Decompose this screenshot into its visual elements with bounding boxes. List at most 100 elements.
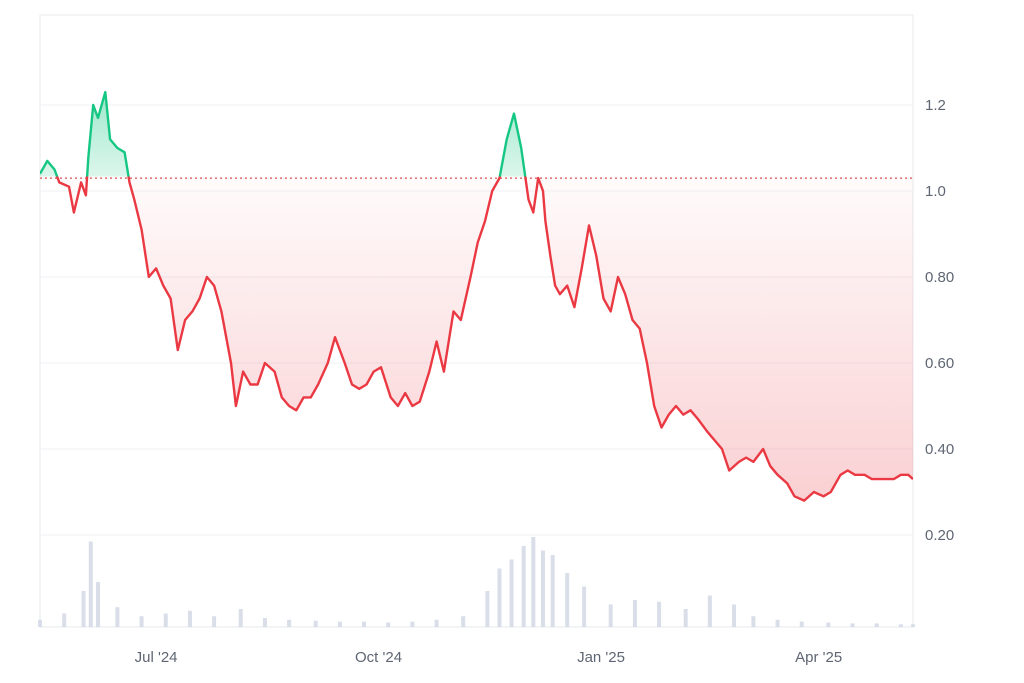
price-point	[588, 224, 590, 226]
price-point	[566, 284, 568, 286]
price-point	[697, 418, 699, 420]
volume-bar	[541, 550, 546, 627]
x-tick-label: Oct '24	[355, 649, 402, 666]
volume-bar	[461, 616, 466, 627]
volume-bar	[497, 568, 502, 627]
volume-bar	[238, 609, 243, 627]
price-point	[235, 405, 237, 407]
price-point	[358, 388, 360, 390]
volume-bar	[898, 624, 903, 627]
y-axis: 1.2 1.0 0.80 0.60 0.40 0.20	[925, 97, 954, 544]
price-point	[220, 310, 222, 312]
price-point	[273, 370, 275, 372]
volume-bar	[88, 541, 93, 627]
price-point	[907, 474, 909, 476]
volume-bar	[521, 546, 526, 627]
volume-bar	[485, 591, 490, 627]
price-point	[206, 276, 208, 278]
price-point	[624, 293, 626, 295]
price-point	[133, 198, 135, 200]
price-point	[242, 370, 244, 372]
price-point	[428, 370, 430, 372]
price-point	[745, 456, 747, 458]
y-tick-label: 0.80	[925, 269, 954, 286]
price-point	[140, 229, 142, 231]
price-point	[128, 181, 130, 183]
x-tick-label: Jan '25	[577, 649, 625, 666]
price-point	[847, 469, 849, 471]
volume-bar	[509, 559, 514, 627]
volume-bar	[657, 601, 662, 627]
price-point	[148, 276, 150, 278]
price-point	[109, 138, 111, 140]
volume-bar	[911, 624, 915, 627]
volume-bar	[632, 600, 637, 627]
price-point	[68, 186, 70, 188]
price-point	[610, 310, 612, 312]
price-line-below	[55, 176, 913, 502]
price-point	[834, 482, 836, 484]
price-point	[477, 241, 479, 243]
price-point	[537, 177, 539, 179]
price-point	[520, 147, 522, 149]
y-tick-label: 0.20	[925, 527, 954, 544]
price-point	[527, 198, 529, 200]
price-point	[617, 276, 619, 278]
price-point	[317, 383, 319, 385]
price-point	[177, 349, 179, 351]
volume-bar	[799, 621, 804, 627]
price-point	[484, 220, 486, 222]
price-point	[646, 362, 648, 364]
price-point	[351, 383, 353, 385]
price-point	[491, 190, 493, 192]
x-axis: Jul '24 Oct '24 Jan '25 Apr '25	[135, 649, 843, 666]
price-point	[162, 284, 164, 286]
price-point	[198, 297, 200, 299]
volume-bar	[115, 607, 120, 627]
price-point	[397, 405, 399, 407]
volume-bar	[732, 604, 737, 627]
price-point	[513, 112, 515, 114]
price-point	[912, 478, 914, 480]
volume-bar	[850, 623, 855, 627]
price-point	[469, 276, 471, 278]
volume-bar	[287, 619, 292, 627]
price-point	[559, 293, 561, 295]
price-point	[706, 431, 708, 433]
price-point	[418, 401, 420, 403]
volume-bar	[212, 616, 217, 627]
price-point	[46, 160, 48, 162]
price-point	[793, 495, 795, 497]
price-point	[256, 383, 258, 385]
price-point	[116, 147, 118, 149]
price-point	[73, 211, 75, 213]
volume-bar	[410, 621, 415, 627]
price-point	[53, 168, 55, 170]
volume-bars	[38, 537, 915, 627]
price-point	[803, 499, 805, 501]
price-point	[123, 151, 125, 153]
volume-bar	[62, 613, 67, 627]
price-point	[97, 117, 99, 119]
price-point	[830, 491, 832, 493]
price-point	[822, 495, 824, 497]
price-point	[411, 405, 413, 407]
price-point	[302, 396, 304, 398]
price-point	[80, 181, 82, 183]
volume-bar	[81, 591, 86, 627]
volume-bar	[337, 621, 342, 627]
price-point	[631, 319, 633, 321]
price-point	[714, 439, 716, 441]
volume-bar	[386, 622, 391, 627]
price-point	[104, 91, 106, 93]
price-point	[85, 194, 87, 196]
price-point	[169, 297, 171, 299]
price-point	[595, 254, 597, 256]
price-point	[549, 254, 551, 256]
price-point	[885, 478, 887, 480]
price-point	[295, 409, 297, 411]
price-point	[191, 310, 193, 312]
price-point	[863, 474, 865, 476]
price-point	[580, 267, 582, 269]
